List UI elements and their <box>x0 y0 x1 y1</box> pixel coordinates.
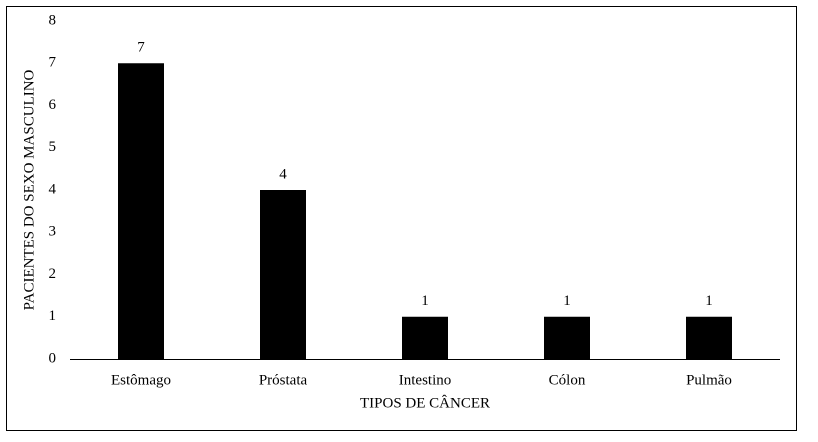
bar <box>260 190 306 359</box>
x-tick-label: Intestino <box>399 372 452 388</box>
x-tick-label: Próstata <box>259 372 308 388</box>
bar <box>686 316 732 359</box>
bar <box>118 63 164 359</box>
y-tick-label: 1 <box>49 308 57 324</box>
x-tick-label: Cólon <box>549 372 586 388</box>
y-tick-label: 7 <box>49 55 57 71</box>
data-label: 1 <box>421 293 429 309</box>
y-tick-label: 8 <box>49 12 57 28</box>
y-tick-label: 4 <box>49 181 57 197</box>
y-tick-label: 3 <box>49 224 57 240</box>
y-tick-label: 0 <box>49 350 57 366</box>
y-tick-label: 5 <box>49 139 57 155</box>
x-axis-label: TIPOS DE CÂNCER <box>360 394 490 411</box>
data-label: 4 <box>279 166 287 182</box>
y-axis-label: PACIENTES DO SEXO MASCULINO <box>21 69 37 310</box>
x-tick-label: Pulmão <box>686 372 732 388</box>
data-label: 7 <box>137 40 145 56</box>
y-tick-label: 6 <box>49 97 57 113</box>
bar <box>544 316 590 359</box>
x-tick-label: Estômago <box>111 372 171 388</box>
bar <box>402 316 448 359</box>
data-label: 1 <box>705 293 713 309</box>
data-label: 1 <box>563 293 571 309</box>
y-tick-label: 2 <box>49 266 57 282</box>
